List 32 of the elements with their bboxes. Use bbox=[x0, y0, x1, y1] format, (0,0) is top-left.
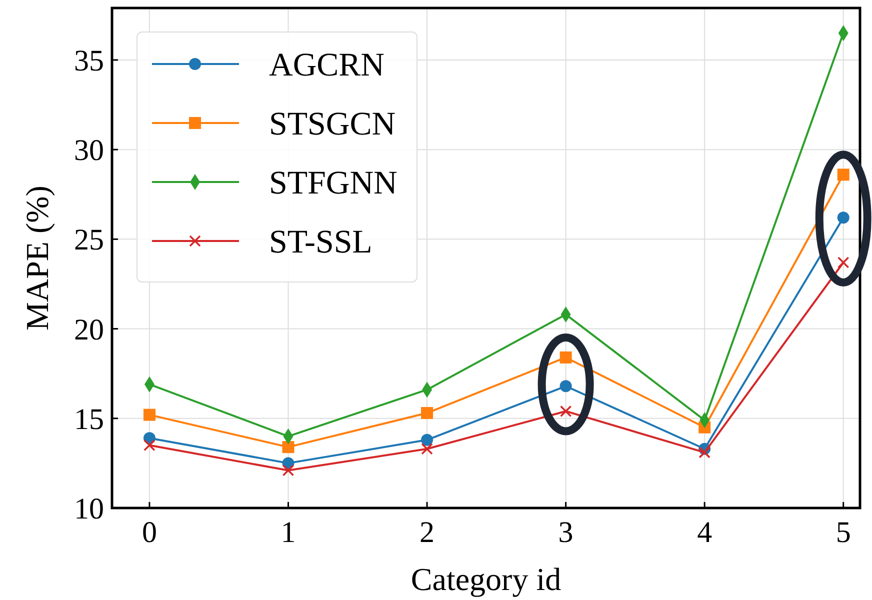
point bbox=[837, 168, 850, 181]
legend-label: AGCRN bbox=[269, 48, 385, 84]
point bbox=[143, 408, 156, 421]
x-tick-label: 4 bbox=[697, 516, 712, 549]
y-tick-label: 10 bbox=[74, 492, 104, 526]
y-tick-label: 20 bbox=[74, 313, 104, 346]
y-tick-label: 25 bbox=[74, 224, 104, 257]
x-tick-label: 1 bbox=[280, 516, 296, 549]
point bbox=[421, 407, 434, 420]
point bbox=[837, 256, 850, 268]
y-tick-label: 35 bbox=[74, 44, 104, 78]
y-tick-label: 30 bbox=[74, 134, 104, 168]
x-tick-label: 0 bbox=[142, 516, 157, 549]
point bbox=[421, 434, 434, 446]
point bbox=[837, 212, 850, 224]
legend-label: ST-SSL bbox=[269, 224, 372, 261]
point bbox=[698, 446, 710, 458]
point bbox=[282, 464, 294, 476]
point bbox=[282, 441, 294, 454]
legend-label: STSGCN bbox=[269, 106, 396, 143]
point bbox=[421, 442, 433, 455]
x-tick-label: 5 bbox=[836, 516, 851, 549]
point bbox=[144, 439, 156, 452]
point bbox=[560, 405, 572, 418]
legend-label: STFGNN bbox=[269, 166, 398, 202]
point bbox=[560, 380, 572, 392]
x-tick-label: 3 bbox=[558, 516, 574, 549]
y-tick-label: 15 bbox=[74, 402, 104, 436]
point bbox=[560, 351, 572, 364]
y-axis-title: MAPE (%) bbox=[19, 186, 55, 330]
x-tick-label: 2 bbox=[420, 516, 435, 549]
x-axis-title: Category id bbox=[410, 561, 562, 597]
